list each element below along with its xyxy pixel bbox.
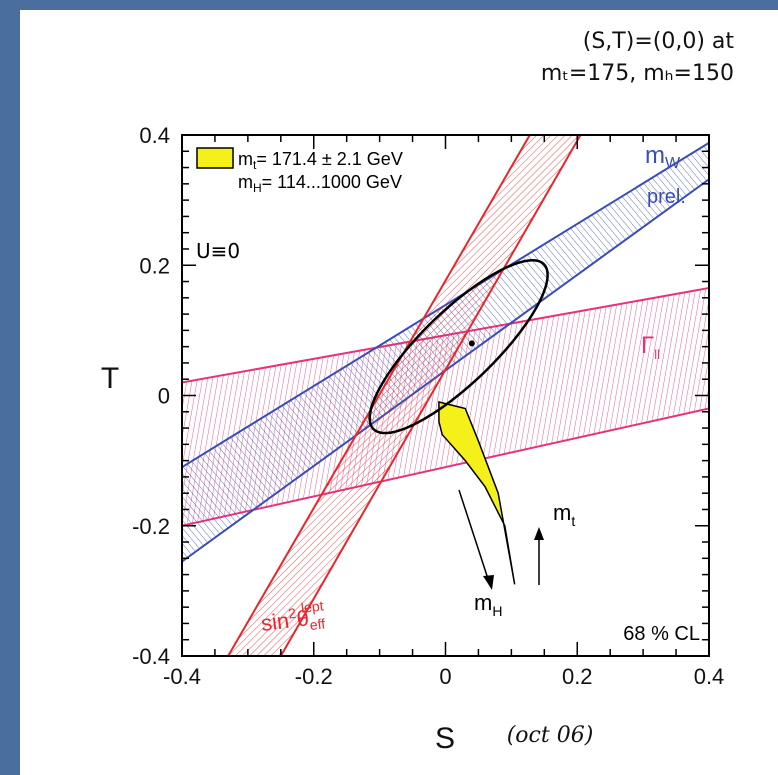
mh-arrow [458,489,491,586]
legend-mt-entry: mt= 171.4 ± 2.1 GeV [238,149,403,172]
x-tick-label: -0.4 [163,664,201,689]
y-tick-labels: -0.4 -0.2 0 0.2 0.4 [132,123,170,669]
fit-ellipse-68cl [368,259,549,435]
legend-mh-entry: mH= 114...1000 GeV [238,172,402,195]
y-tick-label: 0.4 [139,123,170,148]
sin2theta-band [226,135,582,656]
header-line-1: (S,T)=(0,0) at [582,29,734,54]
y-tick-label: -0.2 [132,514,170,539]
y-tick-label: 0 [158,384,170,409]
x-axis-label: S [435,722,455,755]
mh-arrow-label: mH [474,590,502,619]
y-tick-label: -0.4 [132,644,170,669]
x-tick-label: 0.2 [562,664,593,689]
header-note: (S,T)=(0,0) at mₜ=175, mₕ=150 [541,26,734,90]
mw-label: mW [645,142,681,172]
gamma-ll-label: Γll [641,332,660,362]
cl-label: 68 % CL [623,623,700,645]
mw-prel-label: prel. [647,186,686,208]
x-tick-label: 0.4 [694,664,725,689]
y-axis-label: T [101,362,119,395]
best-fit-point [468,340,475,347]
legend-swatch [196,147,234,169]
u-constraint-label: U≡0 [196,239,240,263]
x-tick-label: -0.2 [295,664,333,689]
sm-prediction-region [438,401,516,585]
header-line-2: mₜ=175, mₕ=150 [540,61,734,86]
constraint-bands [182,135,709,656]
mt-arrow-label: mt [553,500,575,529]
y-tick-label: 0.2 [139,253,170,278]
x-tick-label: 0 [439,664,451,689]
axis-ticks [181,134,710,657]
mt-arrow-head [534,527,544,540]
mh-arrow-head [483,575,494,590]
x-tick-labels: -0.4 -0.2 0 0.2 0.4 [163,664,724,689]
handwritten-date: (oct 06) [507,723,594,748]
sin2theta-label: sin2θefflept [259,597,327,639]
